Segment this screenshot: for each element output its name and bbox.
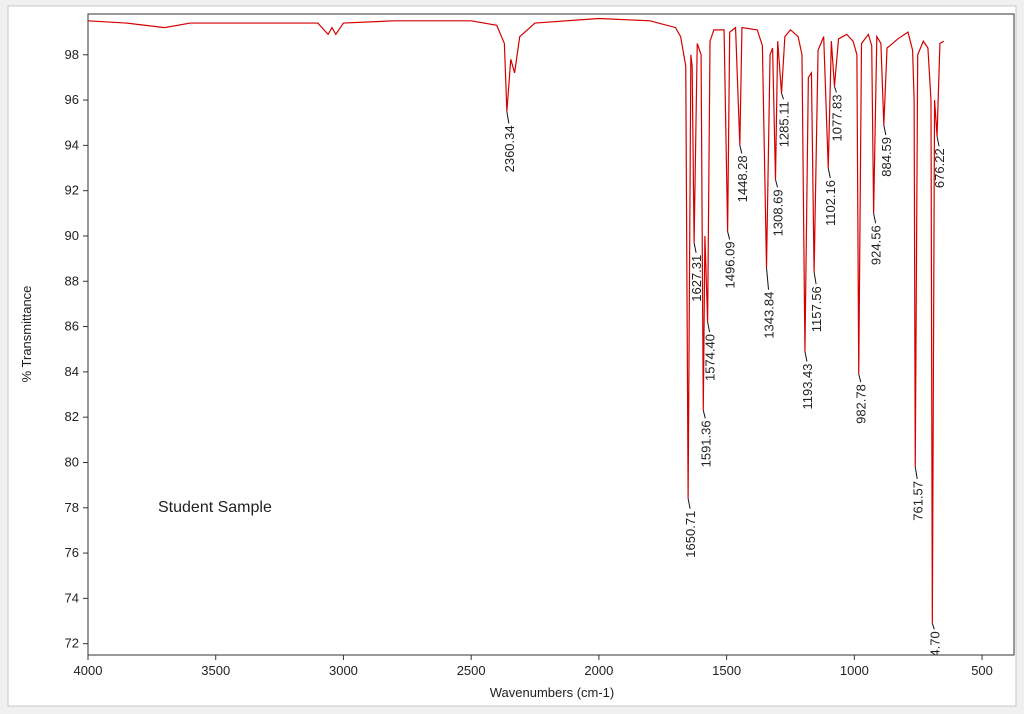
peak-label: 1574.40 <box>703 334 718 381</box>
x-tick-label: 500 <box>971 663 993 678</box>
peak-leader <box>775 179 778 188</box>
peak-label: 694.70 <box>927 631 942 671</box>
peak-leader <box>936 136 940 147</box>
x-tick-label: 2500 <box>457 663 486 678</box>
peak-label: 1448.28 <box>735 155 750 202</box>
peak-leader <box>727 231 731 240</box>
x-tick-label: 3000 <box>329 663 358 678</box>
peak-label: 1193.43 <box>800 363 815 409</box>
spectrum-line <box>88 17 945 624</box>
peak-label: 982.78 <box>854 384 869 424</box>
plot-content: 2360.34 1650.71 1627.31 1591.36 1574.40 1496.… <box>88 17 947 671</box>
y-tick-label: 74 <box>65 590 79 605</box>
x-tick-label: 1500 <box>712 663 741 678</box>
peak-label: 1591.36 <box>698 420 713 467</box>
peak-leader <box>858 374 862 383</box>
peak-leader <box>702 410 706 419</box>
peak-label: 1496.09 <box>723 241 738 288</box>
x-tick-label: 1000 <box>840 663 869 678</box>
peak-label: 1343.84 <box>762 292 777 339</box>
y-tick-label: 72 <box>65 636 79 651</box>
y-tick-label: 90 <box>65 228 79 243</box>
peak-leader <box>873 213 877 224</box>
y-axis-label: % Transmittance <box>19 286 34 383</box>
y-tick-label: 78 <box>65 500 79 515</box>
y-tick-label: 82 <box>65 409 79 424</box>
y-tick-label: 84 <box>65 364 79 379</box>
peak-label: 1650.71 <box>683 511 698 558</box>
y-tick-label: 98 <box>65 47 79 62</box>
peak-label: 1308.69 <box>770 189 785 236</box>
peak-leader <box>739 145 743 154</box>
x-axis-label: Wavenumbers (cm-1) <box>490 685 614 700</box>
peak-label: 924.56 <box>869 225 884 265</box>
peak-label: 1102.16 <box>823 180 838 226</box>
x-tick-label: 2000 <box>584 663 613 678</box>
peak-leader <box>813 272 817 285</box>
y-tick-label: 80 <box>65 454 79 469</box>
peak-leader <box>707 321 711 333</box>
y-tick-label: 86 <box>65 319 79 334</box>
peak-leader <box>931 623 935 630</box>
peak-label: 2360.34 <box>502 125 517 172</box>
peak-leader <box>914 466 918 480</box>
annotation: Student Sample <box>158 499 272 516</box>
peak-leader <box>781 93 784 100</box>
peak-label: 884.59 <box>879 137 894 177</box>
peak-label: 1157.56 <box>809 286 824 332</box>
y-tick-label: 76 <box>65 545 79 560</box>
peak-leader <box>827 167 831 179</box>
peak-label: 676.22 <box>932 148 947 188</box>
peak-label: 1285.11 <box>777 101 792 147</box>
peak-leader <box>883 124 887 136</box>
y-tick-label: 96 <box>65 92 79 107</box>
peak-leader <box>687 498 691 509</box>
peak-leader <box>766 267 770 290</box>
x-tick-label: 3500 <box>201 663 230 678</box>
peak-leader <box>693 242 697 253</box>
peak-leader <box>833 86 837 93</box>
x-tick-label: 4000 <box>74 663 103 678</box>
y-tick-label: 94 <box>65 137 79 152</box>
peak-leader <box>506 111 510 124</box>
peak-label: 1627.31 <box>689 255 704 302</box>
peak-label: 1077.83 <box>829 94 844 141</box>
peak-leader <box>804 351 808 362</box>
peak-label: 761.57 <box>910 481 925 521</box>
y-tick-label: 92 <box>65 183 79 198</box>
y-tick-label: 88 <box>65 273 79 288</box>
